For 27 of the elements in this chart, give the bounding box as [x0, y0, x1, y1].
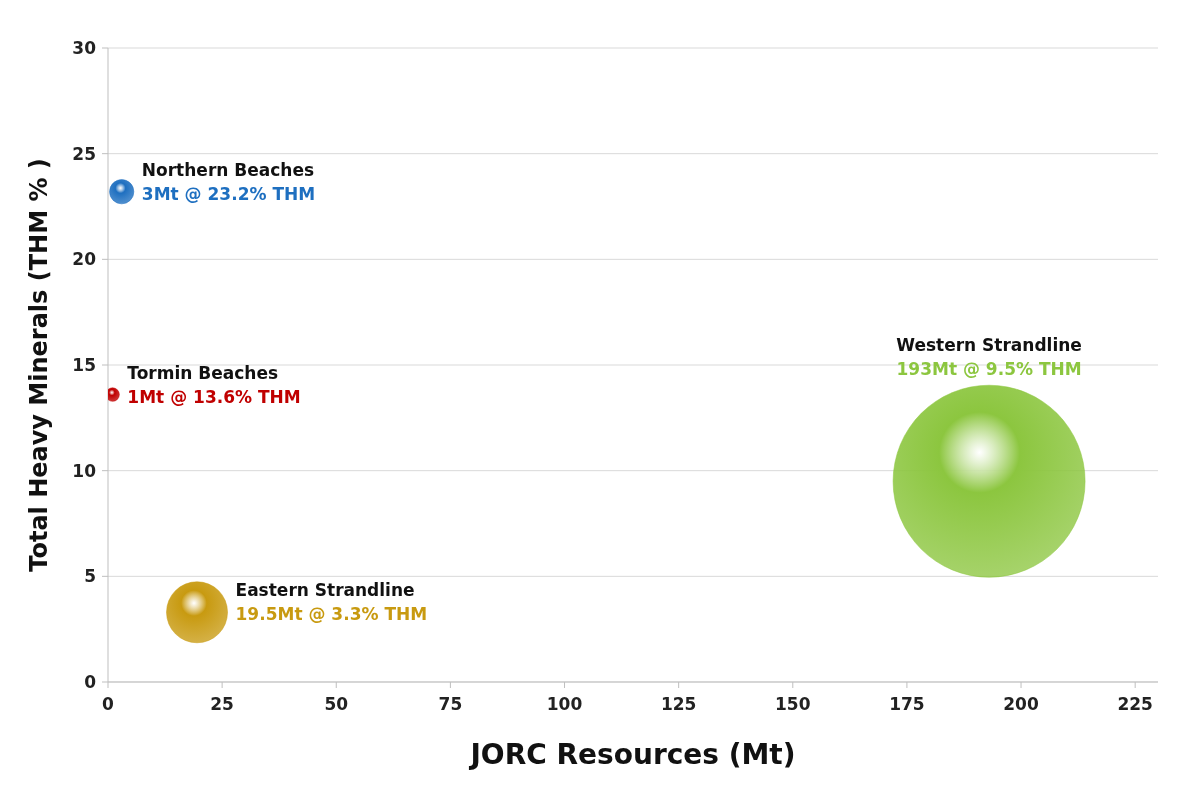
data-label: 193Mt @ 9.5% THM — [896, 359, 1082, 380]
y-tick-label: 20 — [72, 249, 97, 270]
data-label: 1Mt @ 13.6% THM — [127, 386, 301, 407]
series-label: Northern Beaches — [141, 159, 315, 180]
x-tick-label: 200 — [1003, 694, 1039, 715]
x-tick-label: 175 — [889, 694, 925, 715]
y-axis-title: Total Heavy Minerals (THM % ) — [24, 158, 53, 572]
x-tick-label: 100 — [546, 694, 583, 715]
series-label: Tormin Beaches — [127, 362, 279, 383]
y-tick-label: 30 — [72, 38, 97, 59]
x-tick-label: 125 — [660, 694, 697, 715]
series-label: Eastern Strandline — [235, 580, 415, 601]
x-tick-label: 0 — [102, 694, 115, 715]
y-tick-label: 10 — [72, 460, 97, 481]
x-axis-title: JORC Resources (Mt) — [468, 738, 796, 771]
data-label: 3Mt @ 23.2% THM — [141, 183, 316, 204]
x-tick-label: 25 — [210, 694, 234, 715]
text: Western Strandline — [896, 335, 1082, 356]
y-tick-label: 15 — [72, 355, 96, 376]
x-tick-label: 75 — [438, 694, 463, 715]
data-label: 19.5Mt @ 3.3% THM — [235, 604, 428, 625]
x-tick-label: 150 — [775, 694, 811, 715]
y-tick-label: 25 — [72, 143, 96, 164]
x-tick-label: 225 — [1117, 694, 1153, 715]
y-tick-label: 5 — [84, 566, 96, 587]
y-tick-label: 0 — [84, 672, 97, 693]
x-tick-label: 50 — [324, 694, 349, 715]
